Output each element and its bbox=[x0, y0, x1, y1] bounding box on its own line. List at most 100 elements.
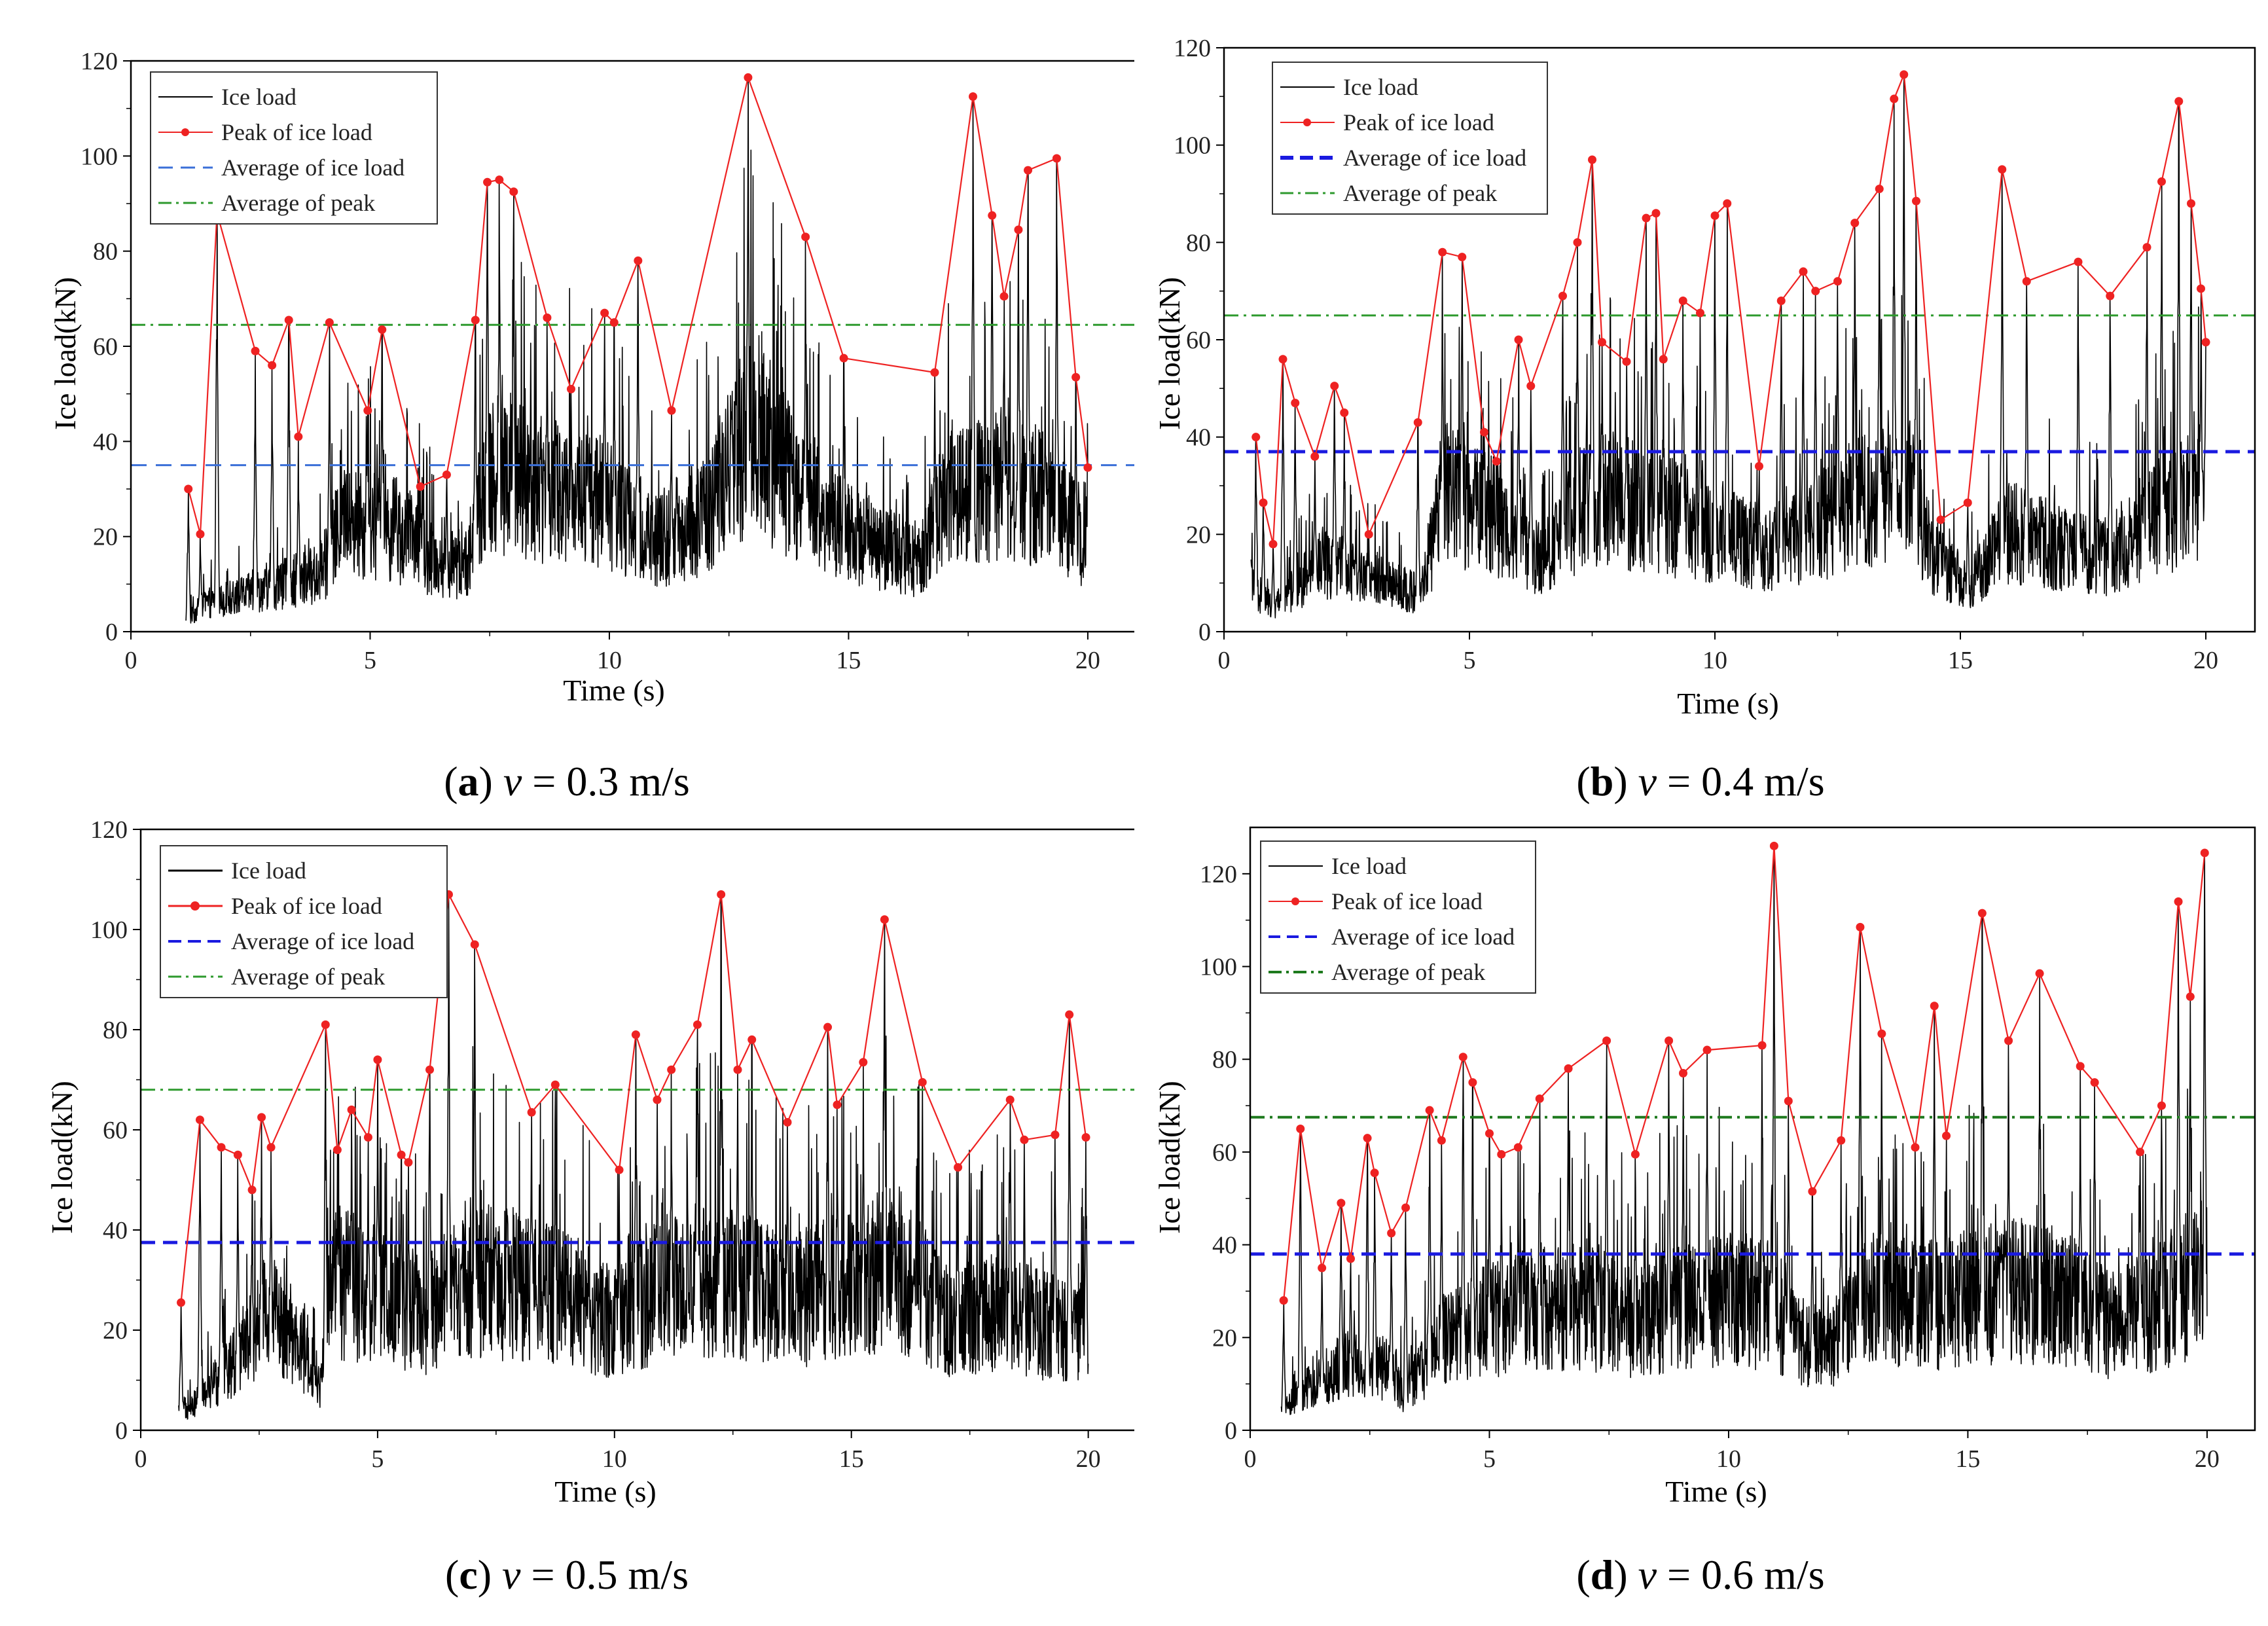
x-tick-label-a-5: 5 bbox=[364, 647, 376, 674]
peak-point-b-23 bbox=[1659, 355, 1668, 364]
peak-point-d-12 bbox=[1468, 1078, 1477, 1087]
peak-point-b-25 bbox=[1696, 308, 1704, 317]
legend-label-average-peak-d: Average of peak bbox=[1331, 959, 1485, 985]
peak-point-b-12 bbox=[1480, 427, 1488, 437]
peak-point-b-26 bbox=[1710, 211, 1719, 220]
x-tick-label-b-5: 5 bbox=[1464, 647, 1476, 674]
y-tick-label-a-80: 80 bbox=[93, 238, 118, 266]
x-axis-title-a: Time (s) bbox=[563, 674, 665, 707]
peak-point-d-18 bbox=[1602, 1036, 1611, 1045]
legend-label-average-a: Average of ice load bbox=[221, 154, 405, 181]
x-tick-label-b-0: 0 bbox=[1218, 647, 1231, 674]
peak-point-d-29 bbox=[1877, 1029, 1886, 1038]
peak-point-c-37 bbox=[1065, 1010, 1074, 1019]
plot-layer-a bbox=[131, 73, 1134, 624]
peak-point-b-10 bbox=[1438, 247, 1447, 257]
peak-point-b-15 bbox=[1526, 382, 1536, 391]
legend-label-peak-b: Peak of ice load bbox=[1343, 109, 1494, 136]
peak-point-d-8 bbox=[1401, 1203, 1411, 1212]
x-axis-title-d: Time (s) bbox=[1665, 1475, 1767, 1508]
peak-point-d-17 bbox=[1564, 1064, 1573, 1073]
caption-d: (d) v = 0.6 m/s bbox=[1576, 1551, 1824, 1598]
peak-point-a-10 bbox=[416, 482, 425, 491]
plot-layer-d bbox=[1250, 841, 2255, 1415]
peak-point-c-33 bbox=[954, 1163, 963, 1172]
peak-point-a-17 bbox=[566, 384, 575, 393]
peak-point-d-22 bbox=[1702, 1045, 1712, 1055]
caption-speed-b: = 0.4 m/s bbox=[1657, 758, 1825, 804]
legend-label-average-peak-c: Average of peak bbox=[231, 964, 385, 990]
peak-point-d-35 bbox=[2035, 969, 2044, 978]
peak-point-d-5 bbox=[1363, 1134, 1372, 1143]
peak-point-d-27 bbox=[1837, 1136, 1846, 1145]
peak-point-b-13 bbox=[1492, 457, 1501, 466]
x-tick-label-d-15: 15 bbox=[1955, 1445, 1980, 1473]
peak-point-a-9 bbox=[378, 325, 387, 334]
peak-point-b-16 bbox=[1558, 291, 1567, 300]
peak-point-c-22 bbox=[667, 1065, 676, 1074]
caption-var-b: v bbox=[1638, 758, 1657, 804]
chart-panel-d: Time (s) Ice load(kN) 0 5 10 15 20 0 20 40 60 80 1… bbox=[1134, 813, 2268, 1626]
peak-point-d-31 bbox=[1930, 1002, 1939, 1011]
peak-point-c-36 bbox=[1051, 1130, 1060, 1140]
legend-marker-peak-a bbox=[181, 128, 189, 136]
caption-speed-a: = 0.3 m/s bbox=[522, 758, 690, 804]
peak-point-a-32 bbox=[1071, 372, 1081, 382]
legend-label-ice-load-a: Ice load bbox=[221, 84, 297, 110]
y-tick-label-c-20: 20 bbox=[103, 1317, 128, 1345]
y-tick-label-a-0: 0 bbox=[105, 619, 118, 646]
x-tick-label-c-15: 15 bbox=[839, 1445, 864, 1473]
peak-point-a-31 bbox=[1052, 154, 1061, 163]
legend-b: Ice load Peak of ice load Average of ice… bbox=[1272, 62, 1548, 215]
x-tick-label-c-20: 20 bbox=[1076, 1445, 1101, 1473]
peak-point-a-3 bbox=[251, 346, 260, 355]
peak-point-b-40 bbox=[1998, 165, 2007, 174]
peak-point-b-2 bbox=[1269, 539, 1278, 549]
peak-point-d-25 bbox=[1784, 1096, 1793, 1106]
peak-point-a-8 bbox=[363, 406, 372, 415]
peak-point-b-17 bbox=[1573, 238, 1582, 247]
peak-point-c-32 bbox=[918, 1077, 927, 1087]
peak-point-d-10 bbox=[1437, 1136, 1446, 1145]
peak-point-d-23 bbox=[1757, 1041, 1767, 1050]
legend-label-average-c: Average of ice load bbox=[231, 928, 414, 954]
x-tick-label-d-0: 0 bbox=[1244, 1445, 1257, 1473]
y-tick-label-c-120: 120 bbox=[90, 816, 128, 844]
peak-point-c-24 bbox=[717, 890, 726, 899]
peak-line-b bbox=[1255, 74, 2207, 545]
caption-speed-d: = 0.6 m/s bbox=[1657, 1551, 1825, 1598]
peak-point-d-13 bbox=[1485, 1129, 1494, 1138]
caption-letter-b: b bbox=[1591, 758, 1614, 804]
peak-point-c-19 bbox=[615, 1165, 624, 1174]
peak-point-b-8 bbox=[1364, 530, 1373, 539]
peak-point-b-27 bbox=[1723, 199, 1732, 208]
x-tick-label-a-0: 0 bbox=[125, 647, 137, 674]
peak-point-d-20 bbox=[1665, 1036, 1674, 1045]
peak-point-c-13 bbox=[404, 1158, 413, 1167]
peak-point-d-11 bbox=[1458, 1053, 1467, 1062]
ice-load-series-d bbox=[1280, 845, 2208, 1415]
peak-point-d-36 bbox=[2076, 1062, 2085, 1071]
x-tick-label-b-15: 15 bbox=[1948, 647, 1973, 674]
peak-point-a-21 bbox=[667, 406, 676, 415]
peak-point-b-30 bbox=[1799, 267, 1808, 276]
peak-point-a-28 bbox=[999, 292, 1009, 301]
peak-point-b-44 bbox=[2142, 243, 2151, 252]
caption-letter-a: a bbox=[458, 758, 479, 804]
legend-marker-peak-c bbox=[190, 901, 200, 911]
peak-point-c-28 bbox=[823, 1022, 833, 1032]
peak-point-c-8 bbox=[333, 1146, 342, 1155]
y-tick-label-a-60: 60 bbox=[93, 333, 118, 361]
peak-point-c-14 bbox=[425, 1065, 435, 1074]
y-axis-title-c: Ice load(kN) bbox=[45, 1081, 79, 1234]
peak-point-d-24 bbox=[1769, 841, 1778, 850]
peak-point-c-10 bbox=[363, 1132, 372, 1142]
peak-point-c-35 bbox=[1020, 1135, 1029, 1144]
x-tick-label-c-10: 10 bbox=[602, 1445, 627, 1473]
peak-point-d-14 bbox=[1497, 1149, 1506, 1159]
peak-point-d-28 bbox=[1856, 922, 1865, 931]
y-tick-label-a-120: 120 bbox=[81, 48, 118, 75]
peak-point-c-20 bbox=[631, 1030, 640, 1039]
legend-label-average-b: Average of ice load bbox=[1343, 145, 1526, 171]
peak-point-a-6 bbox=[294, 432, 303, 441]
